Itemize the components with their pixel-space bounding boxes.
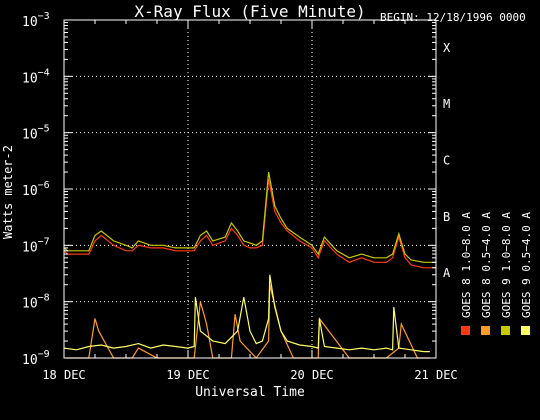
flare-class-label: X (443, 41, 451, 55)
legend: GOES 8 1.0−8.0 A GOES 8 0.5−4.0 A GOES 9 1… (460, 212, 533, 335)
flare-class-label: B (443, 210, 450, 224)
flare-class-label: M (443, 97, 450, 111)
flare-class-label: C (443, 154, 450, 168)
begin-label: BEGIN: 12/18/1996 0000 (380, 11, 526, 24)
y-axis-label: Watts meter-2 (1, 145, 15, 239)
y-tick-exponent: −4 (38, 67, 50, 78)
legend-swatch (521, 326, 530, 335)
series-line (63, 171, 436, 263)
y-tick-exponent: −7 (38, 236, 50, 247)
x-tick-label: 19 DEC (166, 368, 209, 382)
series-line (63, 274, 430, 353)
y-tick-exponent: −9 (38, 349, 50, 360)
x-tick-label: 18 DEC (42, 368, 85, 382)
x-axis-ticks: 18 DEC 19 DEC 20 DEC 21 DEC (42, 20, 458, 382)
legend-label: GOES 9 0.5−4.0 A (520, 212, 533, 318)
x-tick-label: 20 DEC (290, 368, 333, 382)
legend-label: GOES 8 1.0−8.0 A (460, 212, 473, 318)
legend-label: GOES 8 0.5−4.0 A (480, 212, 493, 318)
y-tick-exponent: −3 (38, 11, 50, 22)
y-tick-exponent: −8 (38, 293, 50, 304)
legend-swatch (461, 326, 470, 335)
y-tick-exponent: −6 (38, 180, 50, 191)
series-line (63, 178, 436, 269)
y-tick-exponent: −5 (38, 124, 50, 135)
x-axis-label: Universal Time (195, 385, 305, 400)
legend-swatch (501, 326, 510, 335)
legend-swatch (481, 326, 490, 335)
x-tick-label: 21 DEC (414, 368, 457, 382)
legend-label: GOES 9 1.0−8.0 A (500, 212, 513, 318)
grid (64, 20, 436, 358)
flare-class-label: A (443, 266, 451, 280)
chart-title: X-Ray Flux (Five Minute) (134, 2, 365, 21)
flare-class-labels: X M C B A (443, 41, 451, 280)
